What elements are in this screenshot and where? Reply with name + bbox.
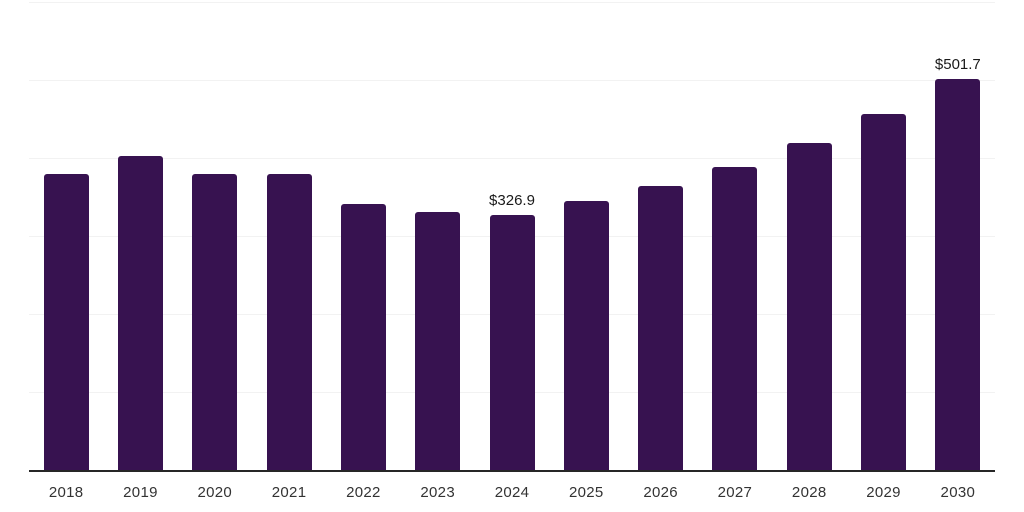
x-tick-2023: 2023 bbox=[420, 484, 455, 501]
x-tick-2018: 2018 bbox=[48, 484, 84, 501]
bar-2027 bbox=[712, 167, 758, 470]
x-tick-2024: 2024 bbox=[494, 484, 530, 501]
bar-2028 bbox=[786, 143, 832, 470]
x-tick-2021: 2021 bbox=[271, 484, 307, 501]
gridline-600 bbox=[29, 1, 995, 3]
gridline-400 bbox=[29, 157, 995, 159]
bar-2025 bbox=[563, 201, 609, 470]
bar-2024 bbox=[489, 215, 535, 470]
bar-2019 bbox=[117, 156, 163, 470]
bar-2021 bbox=[266, 173, 312, 470]
x-tick-2019: 2019 bbox=[123, 484, 158, 501]
x-tick-2030: 2030 bbox=[940, 484, 976, 501]
value-label-2030: $501.7 bbox=[934, 55, 981, 73]
bar-2020 bbox=[192, 174, 238, 470]
x-tick-2029: 2029 bbox=[866, 484, 901, 501]
bar-2026 bbox=[638, 186, 684, 470]
value-label-2024: $326.9 bbox=[489, 192, 535, 210]
x-tick-2022: 2022 bbox=[346, 484, 381, 501]
bar-2030 bbox=[935, 78, 981, 470]
x-tick-2025: 2025 bbox=[569, 484, 604, 501]
x-tick-2026: 2026 bbox=[643, 484, 678, 501]
bar-2029 bbox=[861, 114, 907, 470]
bar-2023 bbox=[415, 212, 461, 470]
gridline-500 bbox=[29, 79, 995, 81]
x-tick-2027: 2027 bbox=[717, 484, 753, 501]
x-axis-line bbox=[29, 470, 995, 472]
x-tick-2028: 2028 bbox=[791, 484, 827, 501]
bar-2018 bbox=[43, 174, 89, 470]
bar-2022 bbox=[340, 203, 386, 470]
x-tick-2020: 2020 bbox=[197, 484, 233, 501]
